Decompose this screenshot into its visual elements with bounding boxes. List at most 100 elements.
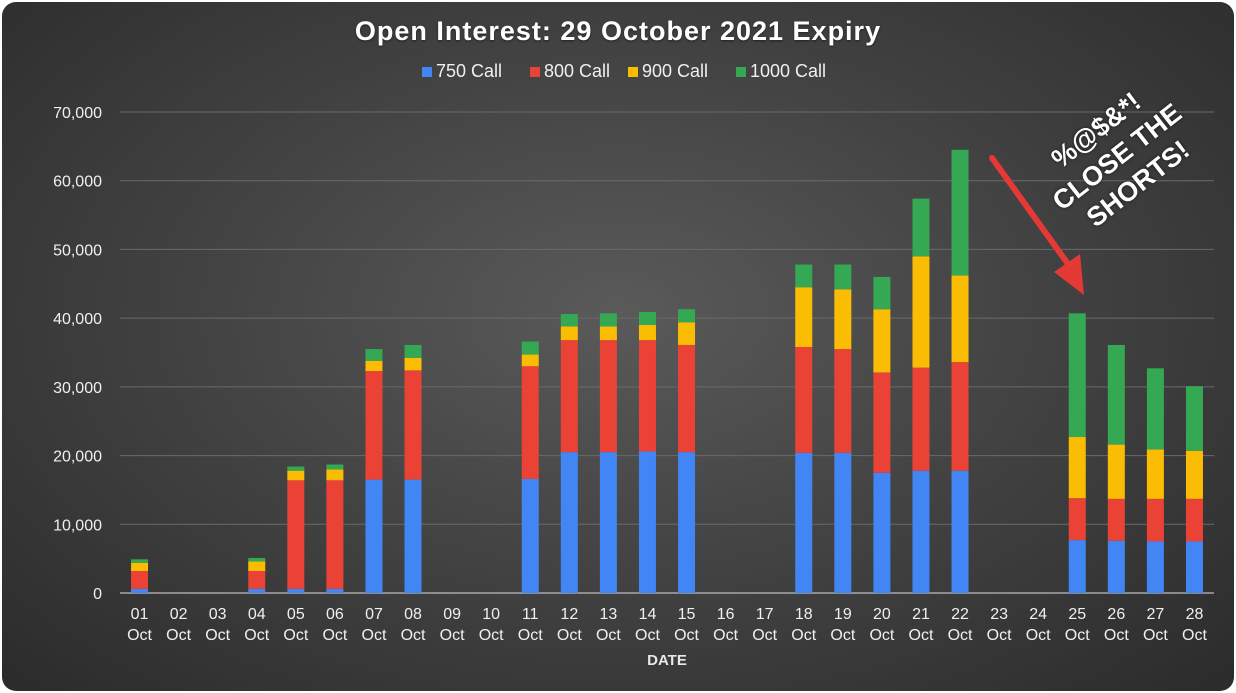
bar-segment: [287, 480, 305, 589]
x-tick-month: Oct: [322, 627, 347, 644]
bar-segment: [560, 326, 578, 341]
bar-segment: [365, 371, 383, 480]
y-tick-label: 20,000: [53, 449, 102, 466]
chart-title: Open Interest: 29 October 2021 Expiry: [354, 16, 882, 46]
x-axis-title: DATE: [647, 652, 687, 669]
legend-swatch: [422, 67, 432, 77]
x-tick-day: 18: [795, 606, 813, 623]
x-tick-day: 07: [365, 606, 383, 623]
annotation-arrow-shaft: [989, 155, 1071, 267]
x-tick-day: 22: [951, 606, 969, 623]
bar-segment: [131, 571, 149, 589]
x-tick-month: Oct: [1026, 627, 1051, 644]
y-tick-label: 30,000: [53, 380, 102, 397]
y-tick-label: 70,000: [53, 105, 102, 122]
bar-segment: [678, 344, 696, 453]
bar-segment: [1068, 313, 1086, 438]
bar-segment: [873, 372, 891, 473]
x-tick-month: Oct: [1143, 627, 1168, 644]
bar-segment: [873, 309, 891, 373]
bar-segment: [248, 557, 266, 562]
x-tick-month: Oct: [166, 627, 191, 644]
x-tick-month: Oct: [205, 627, 230, 644]
bar-segment: [951, 275, 969, 363]
bar-segment: [795, 452, 813, 593]
y-tick-label: 10,000: [53, 517, 102, 534]
bar-segment: [1146, 498, 1164, 542]
x-tick-month: Oct: [127, 627, 152, 644]
bar-segment: [287, 470, 305, 481]
x-tick-month: Oct: [557, 627, 582, 644]
y-tick-label: 60,000: [53, 174, 102, 191]
x-tick-month: Oct: [713, 627, 738, 644]
bar-segment: [873, 472, 891, 593]
bar-segment: [404, 370, 422, 480]
bar-segment: [248, 561, 266, 572]
bar-segment: [912, 256, 930, 368]
bar-segment: [326, 480, 344, 589]
legend-swatch: [628, 67, 638, 77]
bar-segment: [1107, 498, 1125, 541]
bar-segment: [131, 588, 149, 593]
bar-segment: [834, 349, 852, 453]
bar-segment: [951, 362, 969, 471]
bar-segment: [1185, 386, 1203, 451]
x-tick-day: 08: [404, 606, 422, 623]
x-tick-day: 19: [834, 606, 852, 623]
bar-segment: [1068, 540, 1086, 593]
bar-segment: [287, 588, 305, 593]
x-tick-month: Oct: [401, 627, 426, 644]
bar-segment: [951, 470, 969, 593]
x-tick-day: 28: [1186, 606, 1204, 623]
bar-segment: [795, 264, 813, 288]
bar-segment: [326, 588, 344, 593]
x-tick-month: Oct: [791, 627, 816, 644]
bar-segment: [326, 469, 344, 481]
bar-segment: [834, 452, 852, 593]
bar-segment: [560, 314, 578, 327]
bar-segment: [248, 571, 266, 589]
bar-segment: [560, 452, 578, 593]
bar-segment: [1146, 368, 1164, 450]
bar-segment: [638, 451, 656, 593]
bar-segment: [1185, 450, 1203, 499]
x-tick-month: Oct: [518, 627, 543, 644]
x-tick-month: Oct: [869, 627, 894, 644]
bar-segment: [365, 360, 383, 372]
x-tick-day: 12: [560, 606, 578, 623]
x-tick-month: Oct: [362, 627, 387, 644]
x-tick-day: 16: [717, 606, 735, 623]
bar-segment: [131, 559, 149, 563]
bar-segment: [404, 479, 422, 593]
bar-segment: [912, 367, 930, 471]
bar-segment: [638, 311, 656, 326]
y-tick-label: 40,000: [53, 311, 102, 328]
x-tick-day: 10: [482, 606, 500, 623]
x-tick-day: 01: [131, 606, 149, 623]
legend-label: 1000 Call: [750, 61, 826, 81]
bar-segment: [834, 289, 852, 350]
x-tick-day: 25: [1068, 606, 1086, 623]
bar-segment: [404, 357, 422, 371]
bar-segment: [287, 466, 305, 471]
x-tick-month: Oct: [440, 627, 465, 644]
x-tick-day: 13: [599, 606, 617, 623]
bar-segment: [678, 322, 696, 345]
x-tick-month: Oct: [948, 627, 973, 644]
bar-segment: [599, 452, 617, 593]
bar-segment: [951, 149, 969, 276]
bar-segment: [1107, 344, 1125, 445]
bar-segment: [834, 264, 852, 290]
x-tick-day: 02: [170, 606, 188, 623]
legend-swatch: [530, 67, 540, 77]
bar-segment: [404, 344, 422, 358]
x-tick-day: 23: [990, 606, 1008, 623]
x-tick-month: Oct: [752, 627, 777, 644]
x-tick-month: Oct: [987, 627, 1012, 644]
x-tick-month: Oct: [635, 627, 660, 644]
bar-segment: [1146, 449, 1164, 499]
bar-segment: [1107, 444, 1125, 499]
bar-segment: [521, 341, 539, 355]
